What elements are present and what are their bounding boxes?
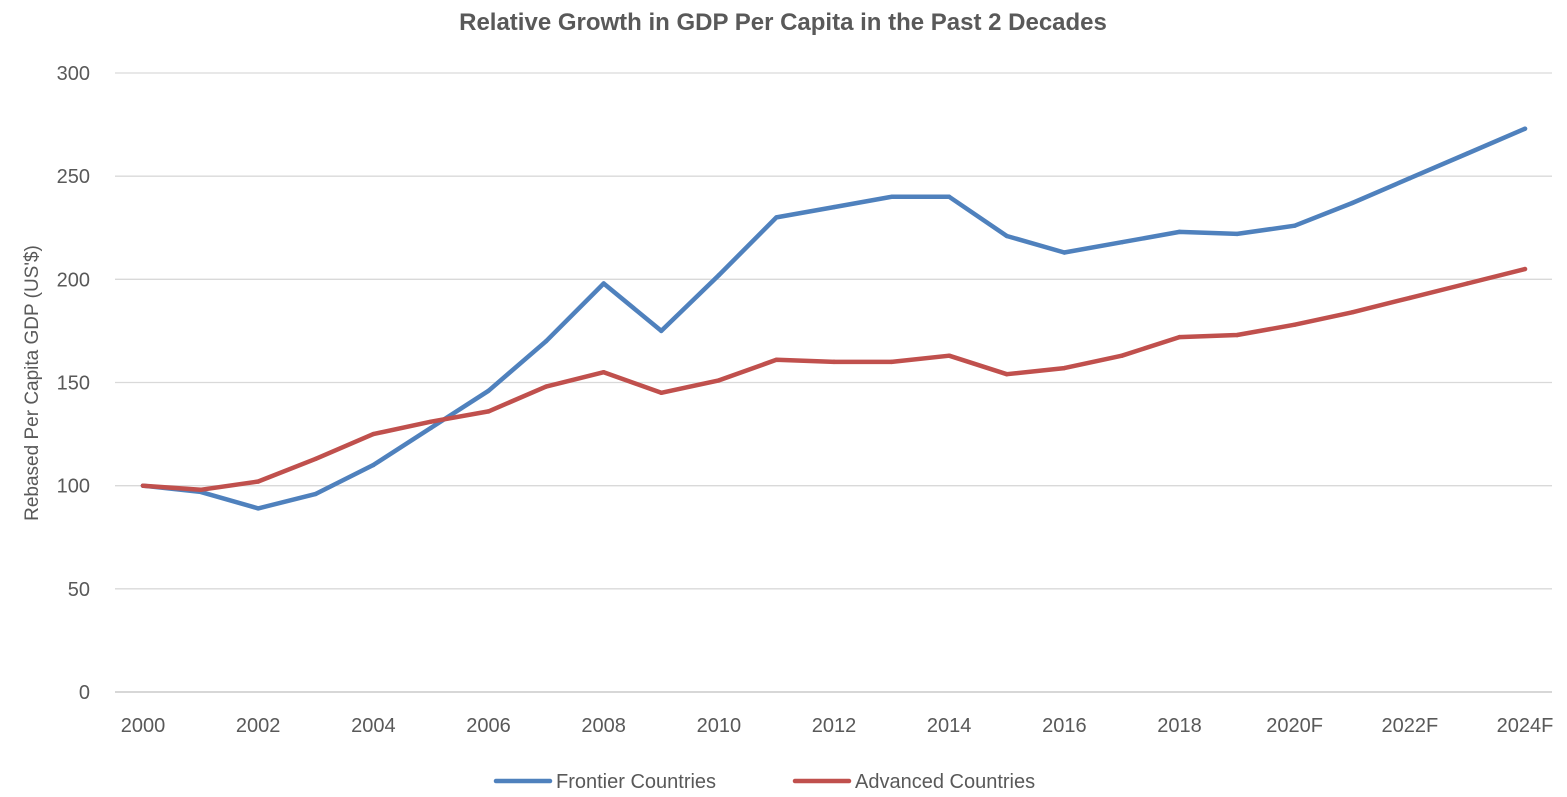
data-point xyxy=(198,487,203,492)
data-point xyxy=(371,431,376,437)
x-tick-label: 2010 xyxy=(697,715,742,737)
data-point xyxy=(1119,353,1125,358)
x-tick-label: 2000 xyxy=(121,715,166,737)
data-point xyxy=(1119,239,1125,245)
data-point xyxy=(1292,322,1297,327)
data-point xyxy=(428,419,434,424)
data-point xyxy=(1004,372,1009,377)
data-point xyxy=(1234,231,1240,237)
y-tick-label: 0 xyxy=(79,682,90,704)
legend-item: Frontier Countries xyxy=(493,771,716,793)
data-point xyxy=(428,425,434,431)
data-point xyxy=(889,194,894,199)
data-point xyxy=(313,491,318,497)
series-lines xyxy=(140,126,1528,511)
x-tick-label: 2018 xyxy=(1157,715,1202,737)
y-tick-label: 150 xyxy=(57,373,90,395)
legend-label: Frontier Countries xyxy=(556,771,716,792)
data-point xyxy=(371,462,376,468)
data-point xyxy=(774,215,779,220)
y-tick-label: 100 xyxy=(57,476,90,498)
data-point xyxy=(1522,266,1528,272)
y-tick-label: 250 xyxy=(57,166,90,188)
data-point xyxy=(1465,281,1470,286)
x-tick-label: 2020F xyxy=(1266,715,1323,737)
x-tick-label: 2006 xyxy=(466,715,511,737)
data-point xyxy=(543,339,549,344)
data-point xyxy=(716,273,722,278)
legend: Frontier Countries Advanced Countries xyxy=(493,771,1035,793)
data-point xyxy=(313,456,318,462)
x-tick-label: 2002 xyxy=(236,715,281,737)
data-point xyxy=(140,483,146,488)
x-tick-label: 2024F xyxy=(1497,715,1554,737)
data-point xyxy=(1177,334,1182,340)
y-tick-label: 200 xyxy=(57,269,90,291)
x-tick-label: 2016 xyxy=(1042,715,1087,737)
data-point xyxy=(1062,365,1067,371)
legend-item: Advanced Countries xyxy=(792,771,1035,793)
x-tick-label: 2008 xyxy=(581,715,626,737)
data-point xyxy=(774,357,779,363)
series-line xyxy=(140,266,1528,493)
data-point xyxy=(543,384,549,389)
x-tick-label: 2022F xyxy=(1381,715,1438,737)
data-point xyxy=(659,390,664,396)
x-tick-label: 2014 xyxy=(927,715,972,737)
data-point xyxy=(1407,176,1413,181)
series-frontier-countries xyxy=(140,126,1528,511)
data-point xyxy=(1062,250,1067,255)
chart-title: Relative Growth in GDP Per Capita in the… xyxy=(459,9,1107,36)
y-tick-label: 50 xyxy=(68,579,90,601)
x-tick-label: 2012 xyxy=(812,715,857,737)
y-axis-label: Rebased Per Capita GDP (US'$) xyxy=(22,245,43,521)
x-axis-ticks: 2000 2002 2004 2006 2008 2010 2012 2014 2016 2018… xyxy=(121,715,1554,737)
data-point xyxy=(946,194,952,199)
y-axis-ticks: 0 50 100 150 200 250 300 xyxy=(57,63,90,704)
data-point xyxy=(1465,151,1470,156)
data-point xyxy=(255,479,261,484)
data-point xyxy=(831,359,837,365)
data-point xyxy=(1350,200,1355,206)
data-point xyxy=(1234,332,1240,338)
y-tick-label: 300 xyxy=(57,63,90,85)
data-point xyxy=(601,281,606,286)
data-point xyxy=(486,409,491,414)
series-advanced-countries xyxy=(140,266,1528,493)
data-point xyxy=(601,369,606,375)
x-tick-label: 2004 xyxy=(351,715,396,737)
data-point xyxy=(255,506,261,511)
data-point xyxy=(659,328,664,334)
data-point xyxy=(831,204,837,210)
data-point xyxy=(486,388,491,393)
gridlines xyxy=(115,72,1552,693)
data-point xyxy=(1292,223,1297,228)
data-point xyxy=(1004,233,1009,239)
data-point xyxy=(889,359,894,365)
data-point xyxy=(716,378,722,383)
legend-label: Advanced Countries xyxy=(855,771,1035,792)
data-point xyxy=(1350,310,1355,315)
data-point xyxy=(1522,126,1528,131)
data-point xyxy=(946,353,952,358)
data-point xyxy=(1177,229,1182,235)
data-point xyxy=(1407,295,1413,301)
